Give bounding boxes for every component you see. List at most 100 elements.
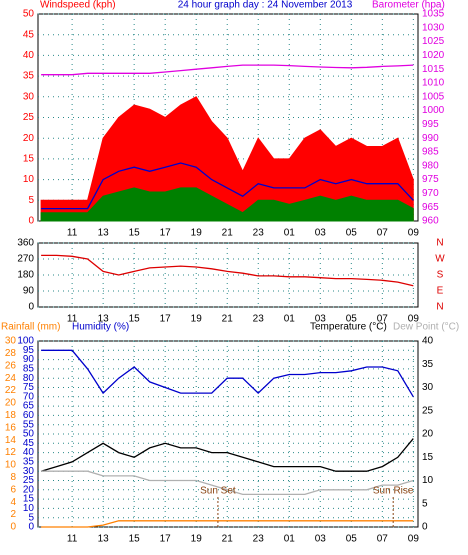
y2-tick-label: 25 [422,405,434,416]
x-tick-label: 19 [191,314,203,325]
compass-label: W [435,254,445,265]
x-tick-label: 03 [315,228,327,239]
y-tick-label: 90 [23,354,35,365]
series-line [41,349,414,398]
header: 24 hour graph day : 24 November 2013 [178,0,353,11]
y3-tick-label: 6 [10,484,16,495]
x-tick-label: 21 [222,228,234,239]
series-line [41,520,414,528]
y3-tick-label: 20 [5,398,17,409]
compass-label: S [437,270,444,281]
x-tick-label: 17 [160,314,172,325]
y2-tick-label: 1035 [422,9,445,20]
y2-tick-label: 970 [422,188,439,199]
x-tick-label: 13 [98,314,110,325]
x-tick-label: 13 [98,228,110,239]
y-tick-label: 65 [23,401,35,412]
y-tick-label: 20 [23,133,35,144]
y-tick-label: 90 [23,286,35,297]
y3-tick-label: 16 [5,422,17,433]
y-tick-label: 180 [17,270,34,281]
y3-tick-label: 12 [5,447,17,458]
y2-tick-label: 0 [422,522,428,533]
y2-tick-label: 1015 [422,64,445,75]
y-tick-label: 95 [23,345,35,356]
x-tick-label: 17 [160,534,172,545]
y3-tick-label: 18 [5,410,17,421]
y3-tick-label: 14 [5,435,17,446]
y2-tick-label: 980 [422,160,439,171]
x-tick-label: 13 [98,534,110,545]
x-tick-label: 21 [222,534,234,545]
x-tick-label: 17 [160,228,172,239]
y-tick-label: 35 [23,71,35,82]
x-tick-label: 09 [408,228,420,239]
x-tick-label: 15 [129,314,141,325]
y-tick-label: 80 [23,373,35,384]
x-tick-label: 01 [284,314,296,325]
compass-label: E [437,286,444,297]
y3-tick-label: 10 [5,460,17,471]
y-tick-label: 270 [17,254,34,265]
x-tick-label: 05 [346,534,358,545]
y-tick-label: 75 [23,382,35,393]
y3-tick-label: 24 [5,373,17,384]
y3-tick-label: 30 [5,336,17,347]
y-tick-label: 70 [23,391,35,402]
y-tick-label: 15 [23,494,35,505]
x-tick-label: 01 [284,228,296,239]
header: Rainfall (mm) [1,322,60,333]
y2-tick-label: 985 [422,147,439,158]
y2-tick-label: 990 [422,133,439,144]
y-tick-label: 10 [23,174,35,185]
y2-tick-label: 1000 [422,105,445,116]
y2-tick-label: 10 [422,475,434,486]
y2-tick-label: 960 [422,216,439,227]
x-tick-label: 15 [129,228,141,239]
y-tick-label: 100 [17,336,34,347]
annotation: Sun Set [200,486,236,497]
y-tick-label: 20 [23,484,35,495]
x-tick-label: 11 [67,314,78,325]
x-tick-label: 09 [408,314,420,325]
y2-tick-label: 35 [422,359,434,370]
x-tick-label: 11 [67,228,78,239]
y2-tick-label: 40 [422,336,434,347]
y-tick-label: 50 [23,9,35,20]
x-tick-label: 01 [284,534,296,545]
y2-tick-label: 1030 [422,22,445,33]
y-tick-label: 45 [23,438,35,449]
y-tick-label: 0 [28,522,34,533]
y-tick-label: 60 [23,410,35,421]
y3-tick-label: 8 [10,472,16,483]
y-tick-label: 30 [23,466,35,477]
x-tick-label: 07 [377,534,389,545]
x-tick-label: 05 [346,228,358,239]
y-tick-label: 30 [23,91,35,102]
y-tick-label: 85 [23,364,35,375]
series-line [41,162,414,210]
y-tick-label: 45 [23,29,35,40]
x-tick-label: 03 [315,314,327,325]
header: Dew Point (°C) [393,322,459,333]
y2-tick-label: 1025 [422,36,445,47]
y-tick-label: 10 [23,503,35,514]
x-tick-label: 23 [253,228,265,239]
compass-label: N [436,302,443,313]
y-tick-label: 50 [23,429,35,440]
annotation: Sun Rise [373,486,414,497]
y2-tick-label: 965 [422,202,439,213]
y-tick-label: 25 [23,112,35,123]
header: Windspeed (kph) [40,0,116,11]
series-line [41,254,414,287]
y2-tick-label: 1005 [422,91,445,102]
y-tick-label: 40 [23,447,35,458]
y3-tick-label: 2 [10,509,16,520]
x-tick-label: 05 [346,314,358,325]
y-tick-label: 40 [23,50,35,61]
y-tick-label: 5 [28,512,34,523]
header: Temperature (°C) [310,322,387,333]
y2-tick-label: 20 [422,429,434,440]
y-tick-label: 0 [28,216,34,227]
